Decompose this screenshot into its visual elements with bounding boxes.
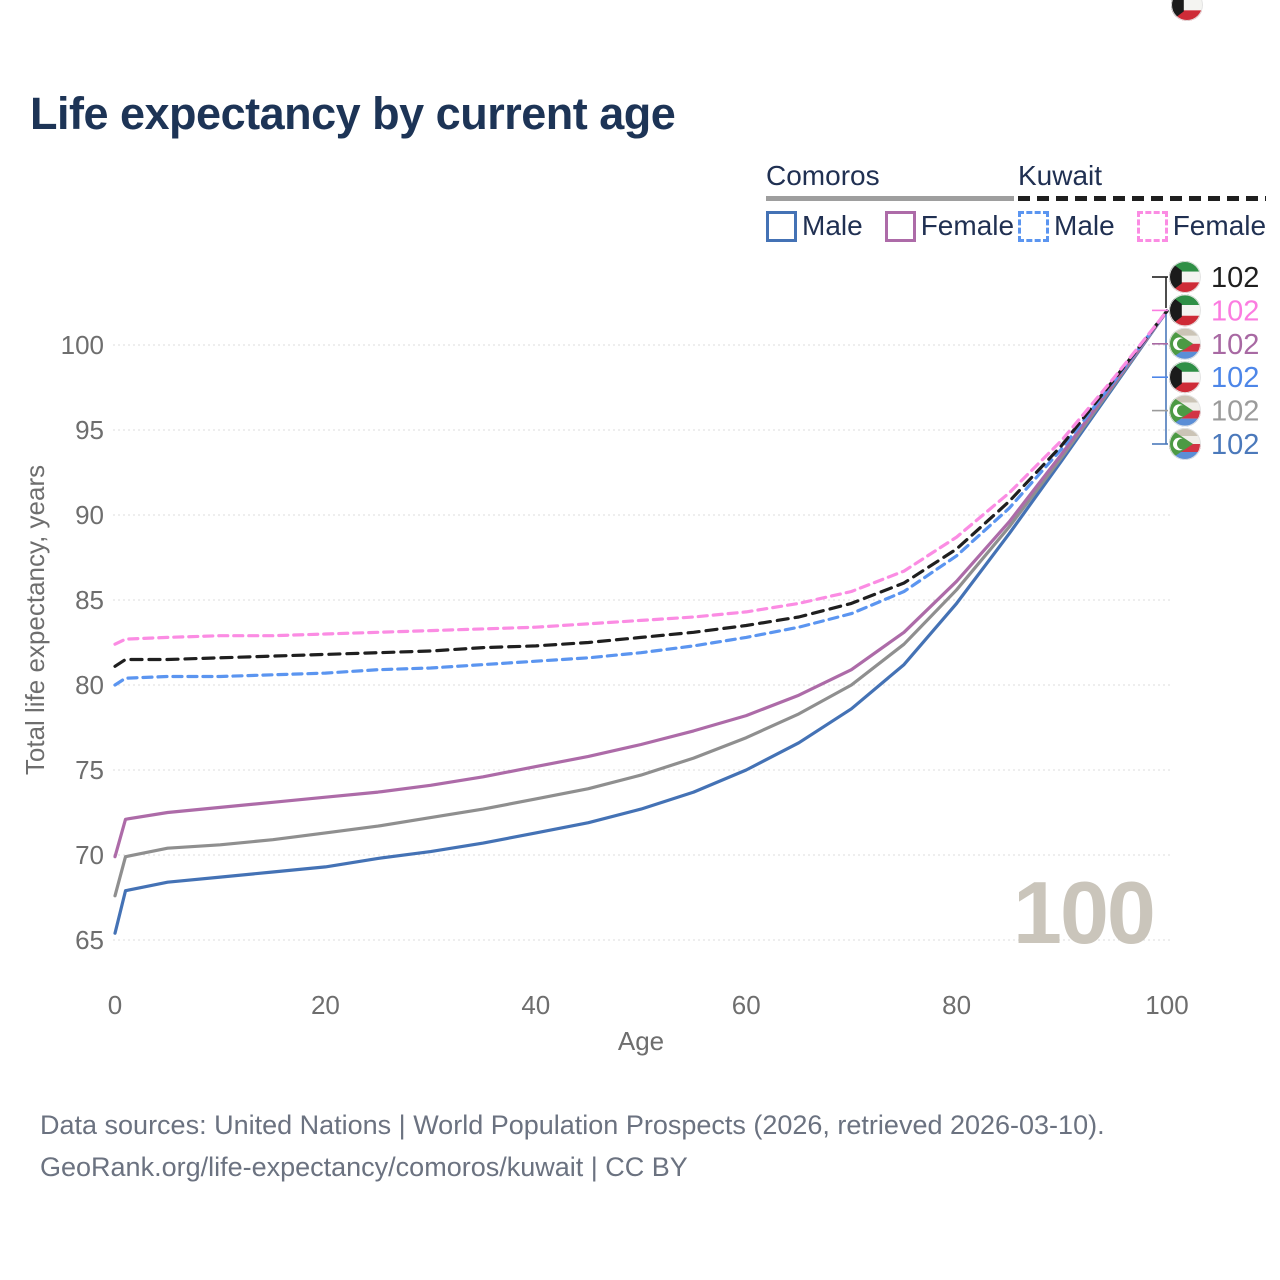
legend-group-comoros: Comoros Male Female: [766, 160, 1015, 242]
x-tick-label: 20: [311, 990, 340, 1020]
comoros-flag-icon: [1169, 428, 1201, 460]
series-line-comoros-male: [113, 309, 1169, 935]
page-title: Life expectancy by current age: [30, 88, 676, 139]
legend-item-kuwait-male[interactable]: Male: [1018, 210, 1115, 242]
x-tick-label: 40: [521, 990, 550, 1020]
x-tick-label: 80: [942, 990, 971, 1020]
comoros-flag-icon: [1169, 394, 1201, 427]
kuwait-flag-icon: [1169, 361, 1201, 394]
y-tick-label: 95: [75, 415, 104, 445]
end-value-label: 102: [1211, 396, 1259, 428]
series-line-comoros-female: [113, 309, 1169, 859]
x-tick-label: 60: [732, 990, 761, 1020]
footer-data-sources: Data sources: United Nations | World Pop…: [40, 1110, 1105, 1140]
end-value-label: 102: [1211, 295, 1259, 327]
legend-item-label: Male: [802, 210, 863, 241]
kuwait-flag-icon: [1169, 294, 1201, 327]
footer: Data sources: United Nations | World Pop…: [40, 1104, 1105, 1188]
y-tick-label: 80: [75, 670, 104, 700]
legend-item-label: Male: [1054, 210, 1115, 241]
legend-item-comoros-male[interactable]: Male: [766, 210, 863, 242]
kuwait-flag-icon: [1169, 261, 1201, 293]
y-tick-label: 90: [75, 500, 104, 530]
x-tick-label: 100: [1145, 990, 1188, 1020]
y-axis-title: Total life expectancy, years: [20, 465, 50, 775]
age-watermark: 100: [1013, 863, 1156, 962]
x-axis-title: Age: [618, 1026, 664, 1056]
kuwait-flag-icon: [1171, 0, 1203, 21]
legend-country-kuwait[interactable]: Kuwait: [1018, 160, 1103, 191]
legend-item-kuwait-female[interactable]: Female: [1136, 210, 1267, 242]
end-value-label: 102: [1211, 429, 1259, 461]
y-tick-label: 65: [75, 925, 104, 955]
x-tick-label: 0: [108, 990, 122, 1020]
legend-item-label: Female: [920, 210, 1015, 241]
end-value-label: 102: [1211, 262, 1259, 294]
footer-attribution: GeoRank.org/life-expectancy/comoros/kuwa…: [40, 1152, 688, 1182]
comoros-female-swatch: [884, 210, 916, 242]
kuwait-male-swatch: [1018, 210, 1049, 242]
comoros-line-style-swatch: [766, 196, 1015, 201]
legend-item-comoros-female[interactable]: Female: [884, 210, 1015, 242]
y-tick-label: 70: [75, 840, 104, 870]
series-line-comoros-total: [113, 309, 1169, 898]
series-line-kuwait-total: [113, 309, 1169, 668]
comoros-flag-icon: [1169, 327, 1201, 360]
series-line-kuwait-female: [113, 309, 1169, 646]
y-tick-label: 85: [75, 585, 104, 615]
end-value-label: 102: [1211, 329, 1259, 361]
comoros-male-swatch: [766, 210, 797, 242]
kuwait-female-swatch: [1136, 210, 1168, 242]
legend-item-label: Female: [1172, 210, 1267, 241]
legend-group-kuwait: Kuwait Male Female: [1018, 160, 1267, 242]
kuwait-line-style-swatch: [1018, 196, 1267, 201]
end-value-label: 102: [1211, 362, 1259, 394]
legend: Comoros Male Female Kuwait Male: [0, 160, 1280, 250]
y-tick-label: 75: [75, 755, 104, 785]
series-line-kuwait-male: [113, 309, 1169, 687]
legend-country-comoros[interactable]: Comoros: [766, 160, 880, 191]
y-tick-label: 100: [61, 330, 104, 360]
